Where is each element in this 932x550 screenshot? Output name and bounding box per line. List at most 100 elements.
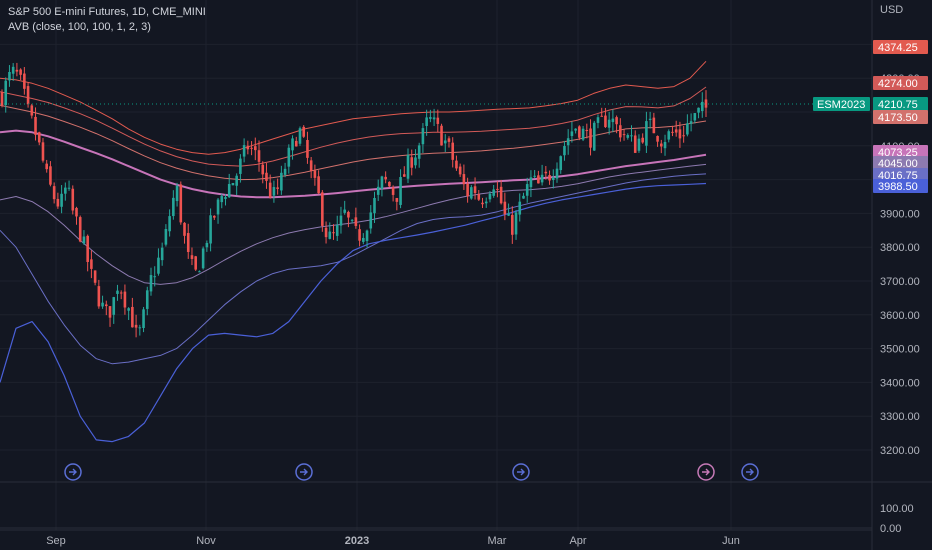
candle-body [60, 193, 63, 207]
earnings-event-icon[interactable] [295, 463, 313, 481]
candle-body [131, 306, 134, 328]
candle-body [231, 183, 235, 186]
candle-body [261, 164, 265, 175]
candle-body [82, 236, 86, 244]
candle-body [179, 184, 183, 223]
candle-body [648, 118, 652, 120]
candle-body [287, 147, 291, 167]
candle-body [544, 171, 548, 174]
candle-body [328, 231, 332, 239]
candle-body [93, 270, 97, 283]
lower-pane-axis: 100.00 0.00 [880, 503, 914, 535]
candle-body [496, 188, 499, 190]
candle-body [317, 176, 320, 194]
candle-body [216, 199, 220, 215]
time-tick-label: Apr [569, 535, 586, 547]
candle-body [298, 128, 302, 144]
candle-body [112, 297, 116, 315]
currency-label[interactable]: USD [880, 4, 904, 16]
candle-body [104, 304, 108, 307]
price-tag-label: 4045.00 [878, 158, 918, 170]
candle-body [473, 186, 477, 194]
candle-body [168, 216, 171, 232]
price-tag-label: 4374.25 [878, 42, 918, 54]
candle-body [101, 302, 104, 307]
candle-body [660, 143, 663, 147]
candle-body [246, 145, 250, 150]
candle-body [645, 121, 648, 146]
earnings-event-icon[interactable] [741, 463, 759, 481]
dividend-event-icon[interactable] [697, 463, 715, 481]
candle-body [391, 187, 395, 195]
band-upper-2 [0, 86, 707, 167]
avb-bands [0, 60, 707, 443]
time-tick-label: Jun [722, 535, 740, 547]
candle-body [97, 286, 101, 307]
candle-body [332, 232, 335, 234]
price-tag-box [873, 76, 928, 90]
price-tag-box [873, 110, 928, 124]
candle-body [268, 182, 272, 198]
candle-body [224, 197, 227, 199]
candle-body [127, 308, 130, 311]
symbol-title[interactable]: S&P 500 E-mini Futures, 1D, CME_MINI [8, 6, 206, 18]
candle-body [529, 177, 533, 188]
candle-body [250, 147, 253, 149]
time-axis[interactable]: Sep Nov 2023 Mar Apr Jun [46, 535, 740, 547]
candle-body [458, 166, 462, 175]
earnings-event-icon[interactable] [64, 463, 82, 481]
candle-body [0, 92, 4, 106]
candle-body [362, 237, 365, 242]
candle-body [321, 192, 324, 226]
event-icon-ring [512, 463, 530, 481]
chart-legend[interactable]: S&P 500 E-mini Futures, 1D, CME_MINI AVB… [8, 5, 206, 35]
candle-body [71, 188, 75, 211]
price-tick-label: 3900.00 [880, 208, 920, 220]
lower-pane-tick-label: 0.00 [880, 523, 901, 535]
price-tick-label: 3700.00 [880, 276, 920, 288]
event-icon-arrow [746, 468, 754, 476]
candle-body [388, 181, 391, 187]
candle-body [592, 122, 596, 151]
candle-body [119, 292, 123, 294]
band-lower-1 [0, 163, 707, 285]
candle-body [90, 259, 93, 269]
candle-body [276, 187, 279, 189]
candle-body [23, 73, 26, 89]
candle-body [15, 69, 19, 72]
candle-body [190, 255, 194, 259]
candle-body [283, 168, 287, 175]
candle-body [75, 207, 78, 217]
candle-body [209, 215, 212, 244]
candle-body [578, 126, 581, 138]
candle-body [220, 196, 224, 203]
earnings-event-icon[interactable] [512, 463, 530, 481]
candle-body [507, 213, 510, 216]
candle-body [198, 271, 201, 273]
candle-body [466, 183, 469, 197]
event-icon-ring [295, 463, 313, 481]
candle-body [116, 290, 119, 294]
candle-body [26, 86, 30, 105]
indicator-title[interactable]: AVB (close, 100, 100, 1, 2, 3) [8, 21, 151, 33]
candle-body [607, 119, 611, 128]
lower-pane-tick-label: 100.00 [880, 503, 914, 515]
candle-body [402, 174, 406, 177]
candle-body [678, 129, 682, 139]
candle-body [280, 172, 283, 191]
event-markers[interactable] [64, 463, 759, 481]
candle-body [537, 175, 540, 184]
price-tick-label: 3600.00 [880, 310, 920, 322]
event-icon-arrow [69, 468, 77, 476]
candle-body [49, 166, 52, 185]
candle-body [518, 201, 522, 215]
candle-body [153, 276, 157, 278]
candle-body [37, 132, 41, 143]
candle-body [309, 160, 313, 171]
band-lower-2 [0, 173, 707, 365]
candle-body [704, 99, 708, 108]
candle-body [194, 256, 197, 270]
candle-body [443, 140, 447, 144]
band-upper-1 [0, 104, 707, 181]
